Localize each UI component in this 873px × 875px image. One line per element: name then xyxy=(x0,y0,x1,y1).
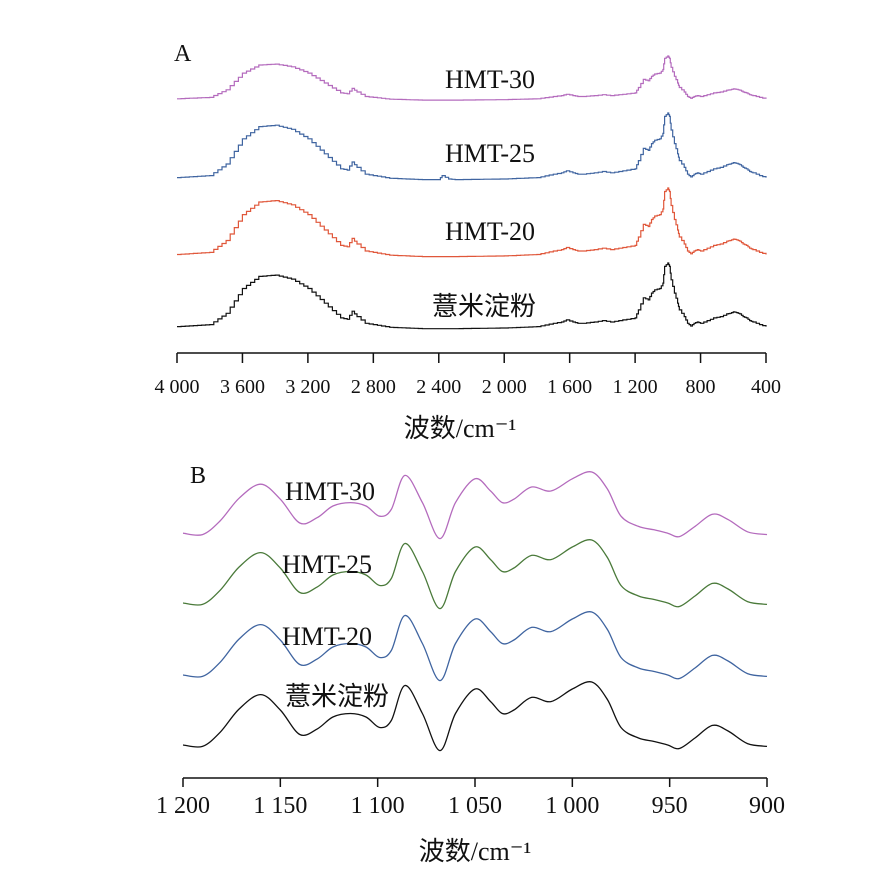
panel-b-series-line-series-3 xyxy=(182,681,768,752)
panel-a-x-tick-label: 4 000 xyxy=(155,376,200,398)
panel-a-x-tick-label: 3 600 xyxy=(220,376,265,398)
panel-b-x-axis-title: 波数/cm⁻¹ xyxy=(419,837,532,866)
panel-a-x-axis-title: 波数/cm⁻¹ xyxy=(404,414,517,443)
panel-b-x-tick-label: 1 050 xyxy=(448,793,502,819)
panel-b-series-name-hmt-25: HMT-25 xyxy=(282,550,372,579)
panel-b-series-line-hmt-20 xyxy=(182,611,768,682)
panel-b-x-tick-label: 1 200 xyxy=(156,793,210,819)
panel-a-series-line-hmt-20 xyxy=(177,187,767,258)
panel-b-x-tick-label: 1 150 xyxy=(253,793,307,819)
panel-a-series-line-hmt-30 xyxy=(177,55,767,101)
panel-a-series-name-hmt-25: HMT-25 xyxy=(445,139,535,168)
panel-b-series-name-hmt-30: HMT-30 xyxy=(285,477,375,506)
panel-a-series-name-series-3: 薏米淀粉 xyxy=(432,292,536,321)
panel-a-x-tick-label: 800 xyxy=(686,376,716,398)
panel-b-series-name-series-3: 薏米淀粉 xyxy=(285,682,389,711)
panel-a-x-tick-label: 2 800 xyxy=(351,376,396,398)
panel-a-x-tick-label: 2 000 xyxy=(482,376,527,398)
panel-a-x-tick-label: 3 200 xyxy=(285,376,330,398)
panel-a-x-tick-label: 1 600 xyxy=(547,376,592,398)
panel-b-series-line-hmt-25 xyxy=(182,539,768,610)
panel-a-label: A xyxy=(174,41,192,67)
panel-b-x-tick-label: 1 000 xyxy=(545,793,599,819)
panel-a-x-tick-label: 400 xyxy=(751,376,781,398)
panel-b-series-name-hmt-20: HMT-20 xyxy=(282,622,372,651)
panel-a-x-tick-label: 2 400 xyxy=(416,376,461,398)
panel-b-x-tick-label: 950 xyxy=(652,793,688,819)
panel-b-label: B xyxy=(190,463,206,489)
panel-b-x-tick-label: 900 xyxy=(749,793,785,819)
panel-a: A HMT-30 HMT-25 HMT-20 薏米淀粉 4 000 3 600 3 200… xyxy=(155,41,782,443)
panel-a-series-line-series-3 xyxy=(177,262,767,330)
panel-b-x-tick-label: 1 100 xyxy=(351,793,405,819)
panel-a-series-name-hmt-20: HMT-20 xyxy=(445,217,535,246)
panel-a-x-tick-label: 1 200 xyxy=(613,376,658,398)
panel-a-series-name-hmt-30: HMT-30 xyxy=(445,65,535,94)
panel-b-series-line-hmt-30 xyxy=(182,471,768,540)
panel-b: B HMT-30 HMT-25 HMT-20 薏米淀粉 1 200 1 150 1 100… xyxy=(156,463,785,866)
panel-a-series-line-hmt-25 xyxy=(177,112,767,181)
